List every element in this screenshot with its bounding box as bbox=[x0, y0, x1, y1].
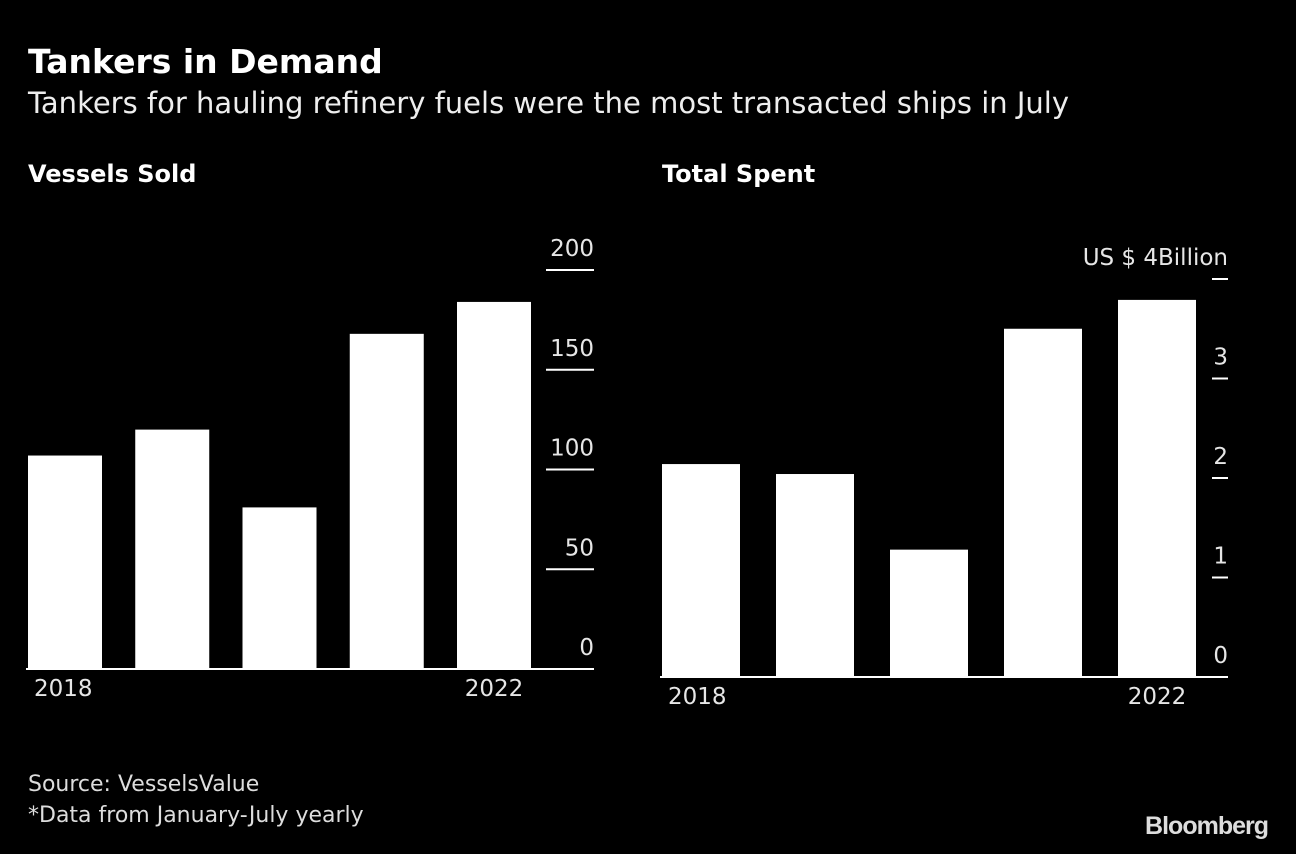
bar-2022 bbox=[457, 301, 531, 669]
y-tick-label: 3 bbox=[1213, 345, 1228, 371]
vessels-sold-title: Vessels Sold bbox=[28, 160, 197, 188]
bar-2021 bbox=[1004, 328, 1082, 677]
bar-2020 bbox=[890, 549, 968, 677]
x-tick-label: 2018 bbox=[668, 684, 727, 710]
bar-2020 bbox=[242, 507, 317, 669]
y-tick-label: 150 bbox=[550, 336, 594, 362]
chart-title: Tankers in Demand bbox=[28, 42, 383, 81]
y-tick-label: 2 bbox=[1213, 444, 1228, 470]
y-tick-label: 1 bbox=[1213, 544, 1228, 570]
y-tick-label: 0 bbox=[579, 635, 594, 661]
bar-2022 bbox=[1118, 299, 1196, 677]
chart-subtitle: Tankers for hauling refinery fuels were … bbox=[28, 86, 1069, 120]
y-tick-label: 0 bbox=[1213, 643, 1228, 669]
data-note: *Data from January-July yearly bbox=[28, 803, 364, 828]
source-note: Source: VesselsValue bbox=[28, 772, 260, 797]
total-spent-title: Total Spent bbox=[662, 160, 816, 188]
x-tick-label: 2018 bbox=[34, 676, 93, 702]
y-tick-label: 100 bbox=[550, 436, 594, 462]
bar-2019 bbox=[135, 429, 210, 669]
x-tick-label: 2022 bbox=[465, 676, 524, 702]
y-tick-label: 200 bbox=[550, 236, 594, 262]
bar-2018 bbox=[28, 455, 102, 669]
x-tick-label: 2022 bbox=[1128, 684, 1187, 710]
bloomberg-logo: Bloomberg bbox=[1145, 812, 1269, 840]
bar-2018 bbox=[662, 464, 740, 677]
bar-2019 bbox=[776, 474, 854, 677]
y-tick-label: US $ 4Billion bbox=[1083, 245, 1228, 271]
bar-2021 bbox=[349, 333, 424, 669]
y-tick-label: 50 bbox=[565, 535, 594, 561]
